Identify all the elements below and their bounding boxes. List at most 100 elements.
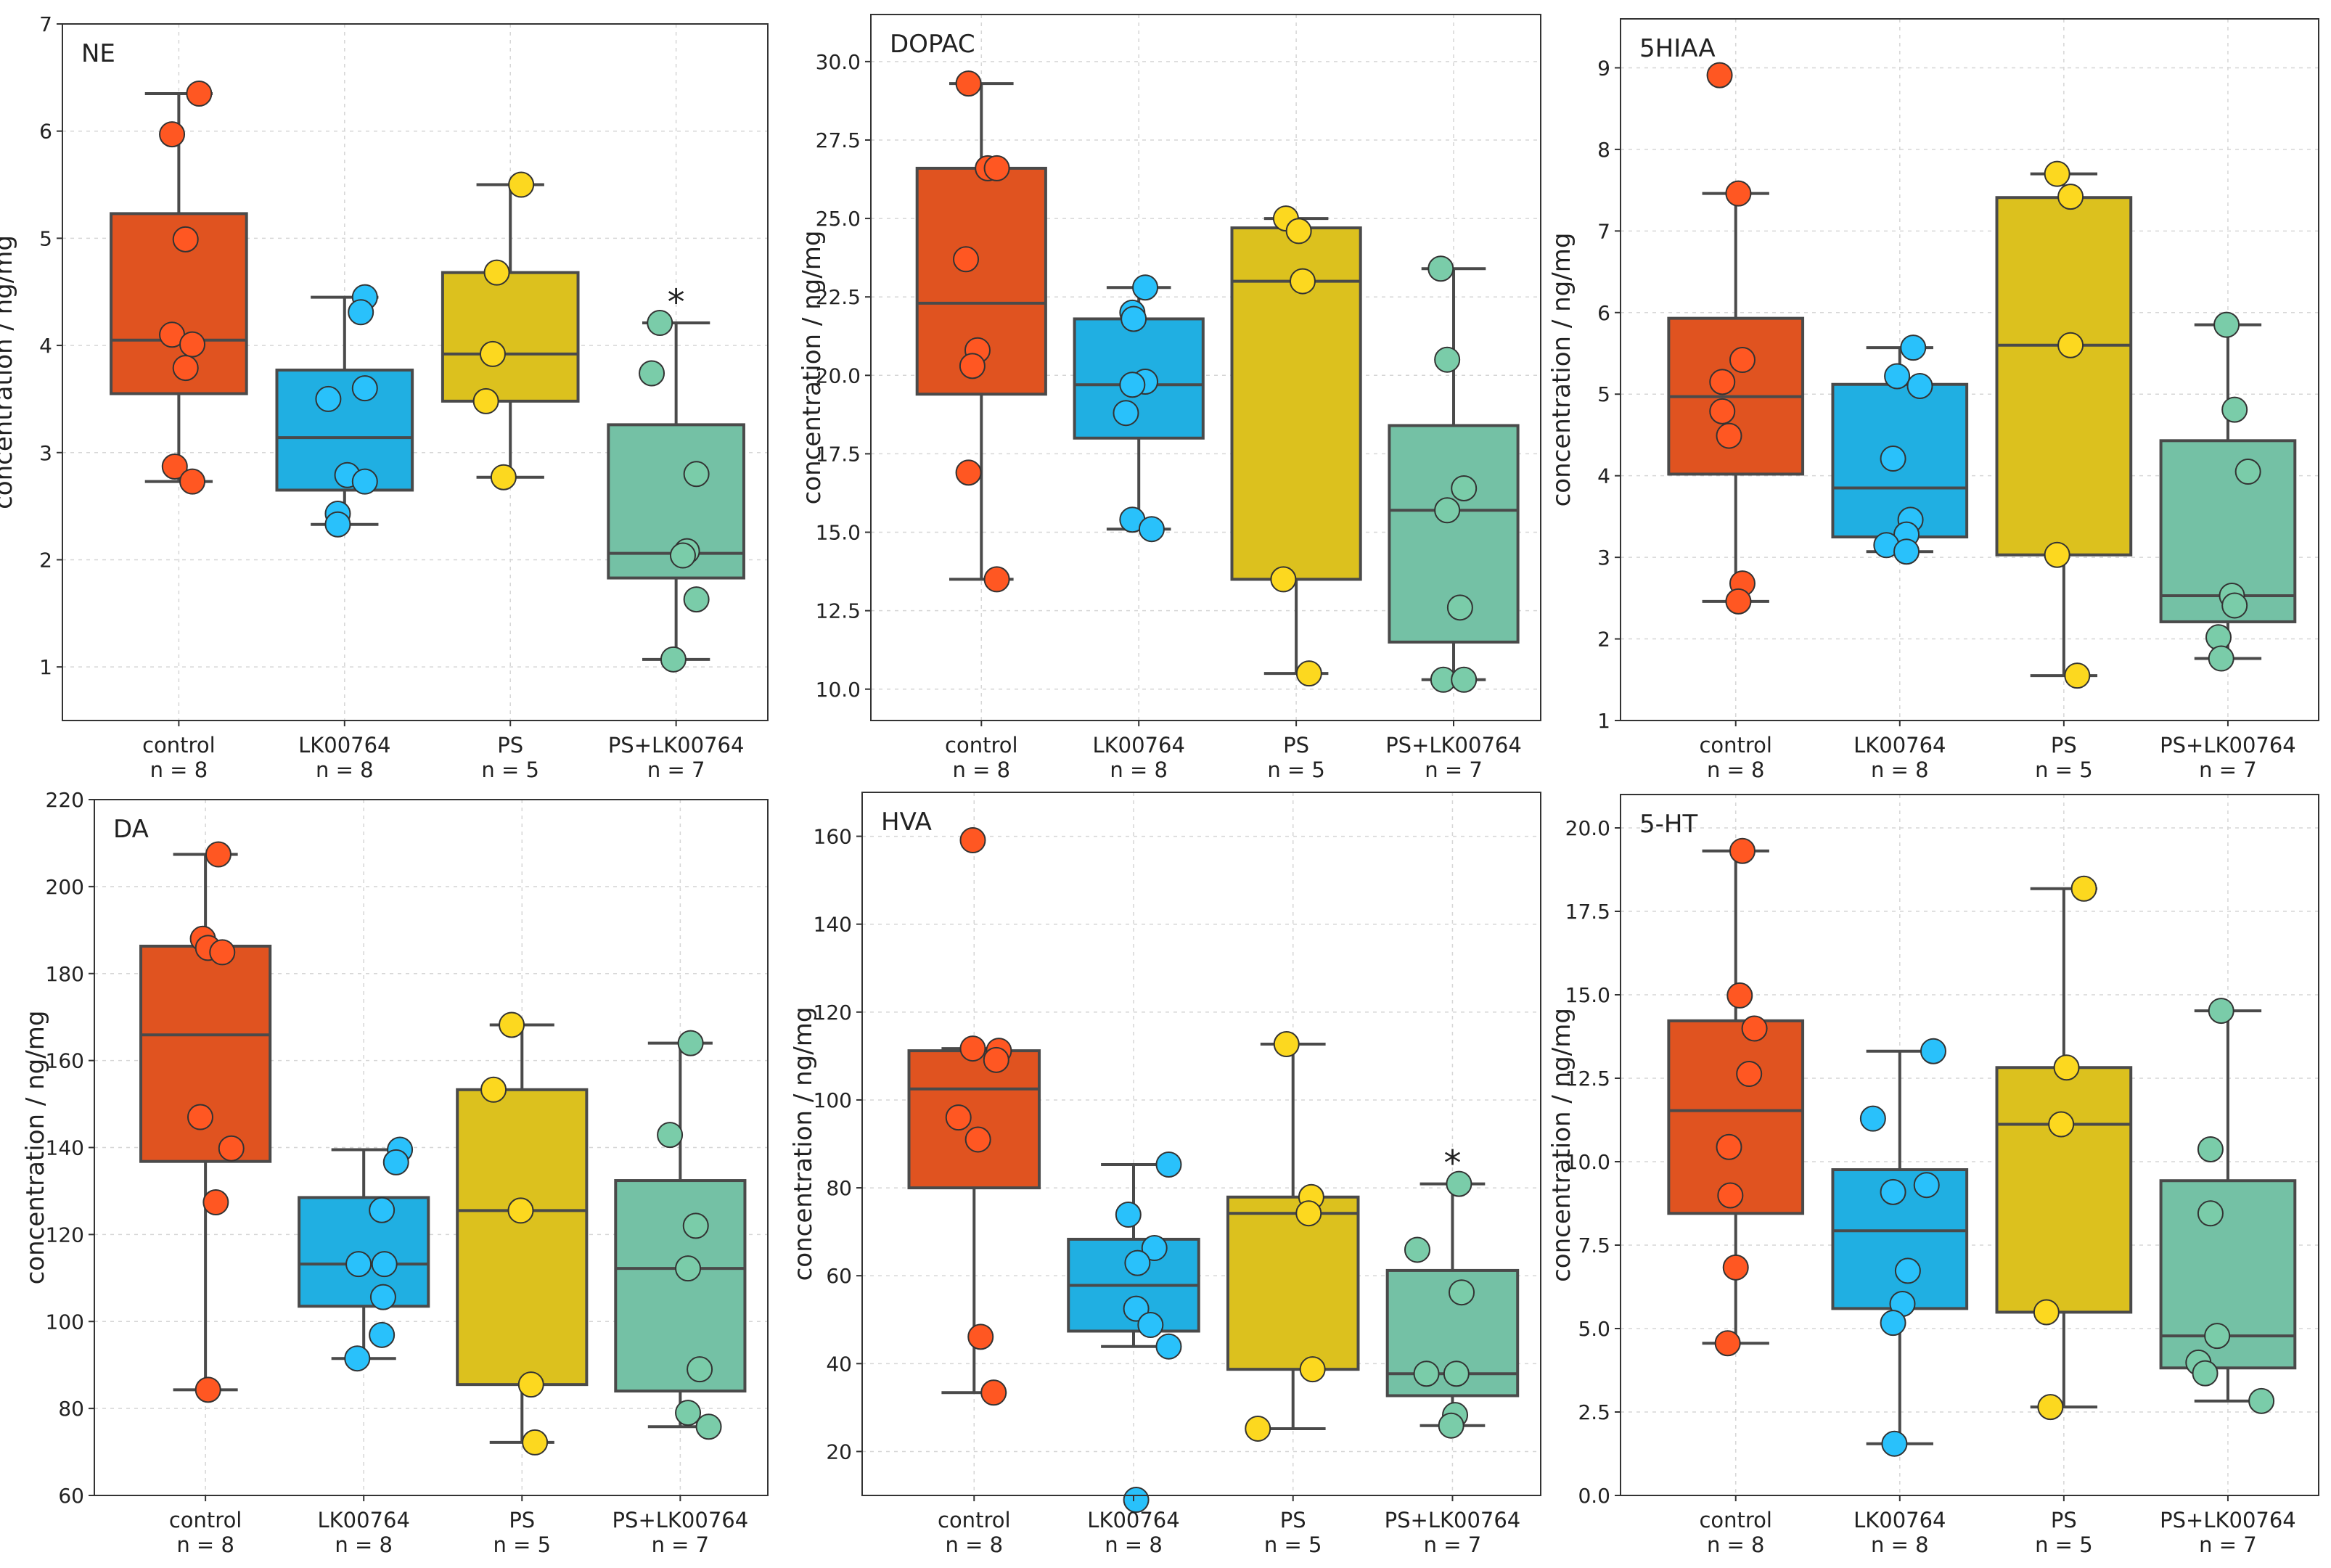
y-tick-label: 17.5 <box>816 442 861 466</box>
data-point <box>959 353 986 379</box>
data-point <box>1900 334 1927 361</box>
category-label: PS <box>2051 733 2077 758</box>
data-point <box>507 1197 534 1224</box>
data-point <box>1295 1200 1322 1227</box>
group-control <box>110 81 248 495</box>
data-point <box>1141 1235 1168 1262</box>
y-tick-label: 5 <box>1597 382 1610 406</box>
box <box>1995 196 2133 557</box>
data-point <box>2044 160 2070 187</box>
data-point <box>955 459 982 486</box>
plot-frame <box>1620 794 2319 1496</box>
sample-size-label: n = 8 <box>1871 758 1929 782</box>
sample-size-label: n = 8 <box>1110 758 1168 782</box>
y-tick-label: 3 <box>1597 546 1610 570</box>
group-ps <box>1230 205 1362 687</box>
sample-size-label: n = 5 <box>2035 758 2093 782</box>
data-point <box>1706 62 1733 89</box>
group-lk00764 <box>1831 1038 1969 1457</box>
category-label: PS+LK00764 <box>1385 733 1522 758</box>
data-point <box>2213 311 2240 338</box>
sample-size-label: n = 8 <box>176 1532 234 1557</box>
data-point <box>2197 1136 2224 1162</box>
category-label: PS+LK00764 <box>608 733 745 758</box>
panel-title: NE <box>81 39 115 68</box>
group-control <box>1667 837 1805 1357</box>
y-axis-label: concentration / ng/mg <box>1547 1008 1576 1282</box>
data-point <box>1443 1360 1470 1387</box>
data-point <box>1427 255 1454 282</box>
y-tick-label: 25.0 <box>816 207 861 231</box>
sample-size-label: n = 8 <box>316 758 374 782</box>
box <box>298 1196 430 1308</box>
data-point <box>1881 1430 1908 1457</box>
data-point <box>1709 398 1736 424</box>
data-point <box>980 1379 1007 1406</box>
plot-frame <box>870 14 1541 721</box>
data-point <box>682 1212 709 1239</box>
category-label: PS+LK00764 <box>1385 1508 1521 1532</box>
sample-size-label: n = 8 <box>1707 1532 1765 1557</box>
data-point <box>1446 1170 1472 1197</box>
y-tick-label: 9 <box>1597 56 1610 80</box>
data-point <box>2234 459 2261 485</box>
data-point <box>1155 1151 1182 1178</box>
data-point <box>369 1284 396 1310</box>
y-tick-label: 120 <box>814 1001 852 1025</box>
y-axis-label: concentration / ng/mg <box>798 231 827 505</box>
sample-size-label: n = 7 <box>1425 758 1483 782</box>
y-tick-label: 100 <box>814 1088 852 1112</box>
group-ps-plus-lk00764 <box>2159 998 2297 1414</box>
category-label: LK00764 <box>1853 1508 1946 1532</box>
y-tick-label: 15.0 <box>1565 983 1610 1007</box>
data-point <box>179 331 206 358</box>
y-tick-label: 7 <box>39 12 52 36</box>
y-tick-label: 140 <box>814 913 852 937</box>
data-point <box>172 355 199 382</box>
data-point <box>1245 1415 1271 1442</box>
category-label: control <box>1699 733 1772 758</box>
box <box>1226 1195 1360 1371</box>
sample-size-label: n = 8 <box>335 1532 393 1557</box>
panel-title: DA <box>113 815 149 844</box>
category-label: LK00764 <box>1853 733 1946 758</box>
data-point <box>1884 363 1911 390</box>
data-point <box>371 1251 398 1278</box>
data-point <box>159 121 186 148</box>
data-point <box>1716 1133 1742 1160</box>
y-tick-label: 27.5 <box>816 128 861 152</box>
data-point <box>2221 396 2248 423</box>
group-control <box>915 70 1047 593</box>
y-tick-label: 40 <box>826 1352 852 1376</box>
sample-size-label: n = 8 <box>1707 758 1765 782</box>
data-point <box>186 81 213 107</box>
data-point <box>348 299 374 326</box>
data-point <box>1295 660 1322 687</box>
y-tick-label: 80 <box>58 1397 84 1421</box>
y-axis-label: concentration / ng/mg <box>789 1007 818 1281</box>
y-tick-label: 220 <box>46 788 84 812</box>
data-point <box>1859 1105 1886 1132</box>
data-point <box>2221 592 2248 619</box>
group-ps <box>456 1011 589 1456</box>
data-point <box>1920 1038 1946 1064</box>
group-lk00764 <box>298 1136 430 1372</box>
data-point <box>983 1046 1009 1073</box>
data-point <box>1119 372 1146 398</box>
category-label: PS <box>1280 1508 1306 1532</box>
y-axis-label: concentration / ng/mg <box>0 235 18 509</box>
y-tick-label: 5.0 <box>1578 1317 1610 1341</box>
data-point <box>344 1345 371 1372</box>
data-point <box>1115 1202 1142 1228</box>
y-tick-label: 1 <box>1597 709 1610 733</box>
y-tick-label: 8 <box>1597 138 1610 162</box>
data-point <box>959 1035 986 1062</box>
panel-title: 5-HT <box>1639 810 1697 839</box>
data-point <box>2208 645 2234 672</box>
data-point <box>369 1321 396 1348</box>
data-point <box>194 1376 221 1403</box>
y-tick-label: 10.0 <box>1565 1150 1610 1174</box>
data-point <box>205 841 232 868</box>
